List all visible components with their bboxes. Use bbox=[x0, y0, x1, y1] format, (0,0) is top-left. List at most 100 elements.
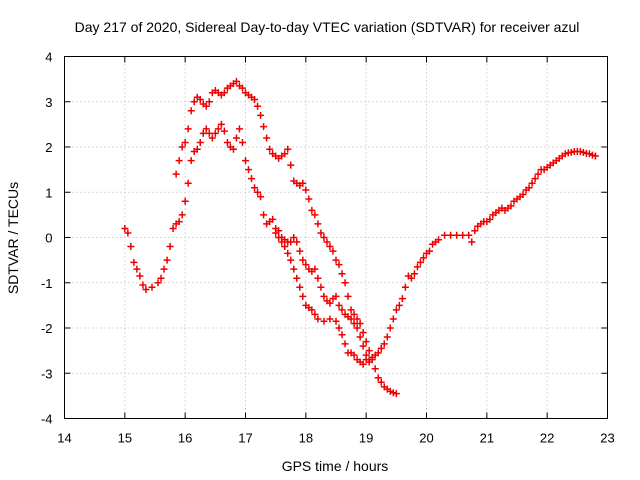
data-point bbox=[136, 272, 144, 280]
data-point bbox=[401, 283, 409, 291]
x-tick-label: 14 bbox=[57, 431, 71, 446]
x-tick-label: 20 bbox=[419, 431, 433, 446]
data-point bbox=[329, 247, 337, 255]
data-point bbox=[187, 157, 195, 165]
y-tick-label: -3 bbox=[41, 366, 53, 381]
data-point bbox=[344, 292, 352, 300]
x-tick-label: 17 bbox=[238, 431, 252, 446]
data-point bbox=[275, 227, 283, 235]
data-point bbox=[299, 256, 307, 264]
y-tick-label: -4 bbox=[41, 412, 53, 427]
data-point bbox=[187, 107, 195, 115]
x-tick-label: 22 bbox=[540, 431, 554, 446]
data-point bbox=[208, 134, 216, 142]
data-point bbox=[416, 258, 424, 266]
data-point bbox=[320, 292, 328, 300]
data-point bbox=[172, 170, 180, 178]
data-point bbox=[308, 206, 316, 214]
data-point bbox=[332, 292, 340, 300]
data-point bbox=[211, 129, 219, 137]
data-point bbox=[293, 274, 301, 282]
data-point bbox=[314, 274, 322, 282]
y-tick-label: 2 bbox=[45, 140, 52, 155]
data-point bbox=[441, 231, 449, 239]
x-tick-label: 19 bbox=[359, 431, 373, 446]
data-point bbox=[314, 220, 322, 228]
data-point bbox=[426, 247, 434, 255]
y-tick-label: 4 bbox=[45, 50, 52, 65]
data-point bbox=[326, 243, 334, 251]
data-point bbox=[356, 333, 364, 341]
data-point bbox=[528, 179, 536, 187]
data-point bbox=[377, 344, 385, 352]
data-point bbox=[413, 263, 421, 271]
data-point bbox=[178, 143, 186, 151]
data-point bbox=[284, 249, 292, 257]
data-point bbox=[127, 243, 135, 251]
data-point bbox=[232, 77, 240, 85]
data-point bbox=[269, 215, 277, 223]
data-point bbox=[160, 265, 168, 273]
data-point bbox=[356, 319, 364, 327]
data-point bbox=[398, 295, 406, 303]
data-point bbox=[459, 231, 467, 239]
data-point bbox=[196, 138, 204, 146]
data-point bbox=[335, 261, 343, 269]
data-point bbox=[254, 102, 262, 110]
data-point bbox=[281, 150, 289, 158]
data-point bbox=[335, 301, 343, 309]
data-point bbox=[190, 98, 198, 106]
data-point bbox=[419, 254, 427, 262]
data-point bbox=[389, 315, 397, 323]
data-point bbox=[229, 145, 237, 153]
data-point bbox=[365, 358, 373, 366]
data-point bbox=[181, 138, 189, 146]
data-point bbox=[380, 340, 388, 348]
data-point bbox=[332, 256, 340, 264]
data-point bbox=[242, 157, 249, 165]
data-series bbox=[121, 77, 599, 398]
data-point bbox=[531, 175, 539, 183]
x-axis-tick-labels: 14 15 16 17 18 19 20 21 22 23 bbox=[57, 431, 614, 446]
data-point bbox=[214, 125, 222, 133]
data-point bbox=[317, 283, 325, 291]
data-point bbox=[202, 125, 210, 133]
data-point bbox=[205, 98, 213, 106]
data-point bbox=[266, 145, 274, 153]
data-point bbox=[347, 306, 355, 314]
data-point bbox=[453, 231, 461, 239]
data-point bbox=[392, 390, 400, 398]
y-tick-label: -2 bbox=[41, 321, 53, 336]
data-point bbox=[296, 247, 304, 255]
data-point bbox=[314, 315, 322, 323]
data-point bbox=[196, 95, 204, 103]
chart-title: Day 217 of 2020, Sidereal Day-to-day VTE… bbox=[75, 19, 580, 35]
data-point bbox=[175, 218, 183, 226]
gridlines bbox=[64, 56, 608, 419]
data-point bbox=[326, 315, 334, 323]
x-tick-label: 18 bbox=[299, 431, 313, 446]
data-point bbox=[124, 229, 132, 237]
plot-frame bbox=[64, 56, 608, 419]
data-point bbox=[254, 188, 262, 196]
data-point bbox=[353, 324, 361, 332]
x-tick-label: 16 bbox=[178, 431, 192, 446]
data-point bbox=[311, 310, 319, 318]
data-point bbox=[148, 283, 156, 291]
data-point bbox=[290, 265, 298, 273]
data-point bbox=[332, 317, 340, 325]
y-axis-tick-labels: 4 3 2 1 0 -1 -2 -3 -4 bbox=[41, 50, 53, 427]
data-point bbox=[299, 179, 307, 187]
data-point bbox=[365, 347, 373, 355]
data-point bbox=[287, 256, 295, 264]
data-point bbox=[184, 179, 192, 187]
data-point bbox=[302, 186, 310, 194]
data-point bbox=[245, 166, 253, 174]
data-point bbox=[290, 234, 298, 241]
data-point bbox=[320, 317, 328, 325]
data-point bbox=[471, 227, 479, 235]
data-point bbox=[184, 125, 192, 133]
series-track-b bbox=[172, 77, 400, 398]
data-point bbox=[350, 351, 358, 359]
